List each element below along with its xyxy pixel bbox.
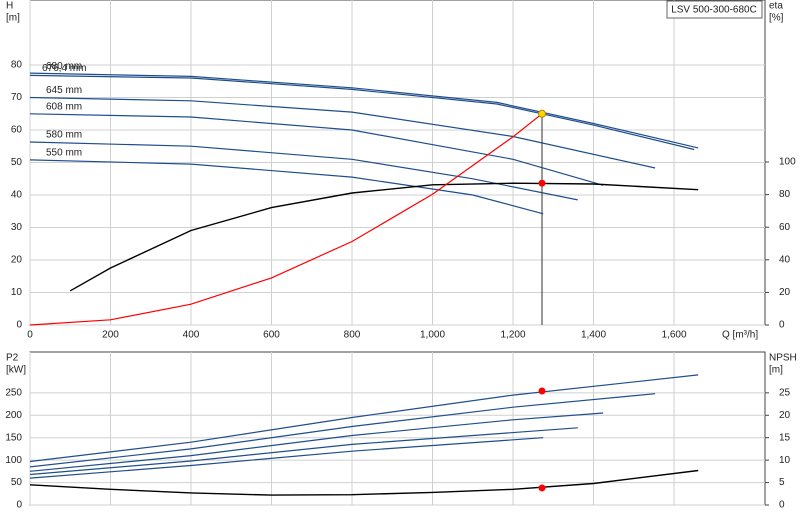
x-tick-label: 200 (102, 330, 119, 341)
chart-title: LSV 500-300-680C (671, 5, 757, 16)
curve-label: 580 mm (46, 130, 82, 141)
x-tick-label: 600 (263, 330, 280, 341)
curve-label: 550 mm (46, 148, 82, 159)
y-axis-label: P2 (6, 353, 19, 364)
curve (29, 412, 604, 472)
y2-tick-label: 5 (779, 477, 785, 488)
curve-label: 645 mm (46, 85, 82, 96)
y2-axis-label: [%] (769, 13, 784, 24)
y2-axis-label: eta (769, 1, 783, 12)
x-tick-label: 800 (344, 330, 361, 341)
curve (29, 113, 604, 186)
y-tick-label: 150 (5, 432, 22, 443)
y2-tick-label: 40 (779, 254, 791, 265)
title-box (666, 0, 763, 19)
y-axis-label: [kW] (6, 365, 26, 376)
curve-label: 608 mm (46, 101, 82, 112)
duty-point (538, 179, 546, 187)
duty-point (538, 484, 546, 492)
y2-tick-label: 10 (779, 455, 791, 466)
curve (29, 74, 695, 151)
y-tick-label: 0 (16, 320, 22, 331)
y-tick-label: 100 (5, 455, 22, 466)
y2-tick-label: 25 (779, 387, 791, 398)
y-axis-label: [m] (6, 13, 20, 24)
y2-axis-label: NPSH (769, 353, 797, 364)
curve-label: 680 mm (46, 61, 82, 72)
y2-tick-label: 100 (779, 157, 796, 168)
y-tick-label: 50 (11, 477, 23, 488)
y2-tick-label: 60 (779, 222, 791, 233)
y2-tick-label: 0 (779, 320, 785, 331)
y-tick-label: 200 (5, 410, 22, 421)
duty-point (538, 387, 546, 395)
y-tick-label: 10 (11, 287, 23, 298)
curve (29, 141, 578, 201)
y-tick-label: 250 (5, 387, 22, 398)
curve-label: 676,4 mm (42, 63, 86, 74)
plot-frame (29, 351, 766, 506)
y2-tick-label: 80 (779, 189, 791, 200)
x-tick-label: 1,600 (662, 330, 687, 341)
y2-tick-label: 20 (779, 410, 791, 421)
curve (29, 437, 544, 479)
x-tick-label: 1,200 (501, 330, 526, 341)
curve (29, 159, 544, 215)
x-tick-label: 400 (183, 330, 200, 341)
x-tick-label: 1,400 (581, 330, 606, 341)
curve (29, 113, 543, 326)
y-tick-label: 40 (11, 190, 23, 201)
x-tick-label: 1,000 (420, 330, 445, 341)
y-tick-label: 60 (11, 125, 23, 136)
y-tick-label: 0 (16, 500, 22, 511)
curve (29, 393, 656, 468)
duty-point (538, 109, 547, 118)
curve (29, 374, 699, 463)
curve (29, 96, 656, 169)
y-tick-label: 20 (11, 255, 23, 266)
y2-tick-label: 15 (779, 432, 791, 443)
x-axis-label: Q [m³/h] (722, 330, 758, 341)
curve (29, 427, 578, 476)
curve (29, 469, 699, 496)
y-tick-label: 80 (11, 60, 23, 71)
curve (29, 72, 699, 149)
x-tick-label: 0 (27, 330, 33, 341)
curve (69, 182, 699, 292)
y-axis-label: H (6, 1, 13, 12)
y2-axis-label: [m] (769, 365, 783, 376)
y-tick-label: 70 (11, 92, 23, 103)
y2-tick-label: 0 (779, 500, 785, 511)
y-tick-label: 30 (11, 222, 23, 233)
y2-tick-label: 20 (779, 287, 791, 298)
y-tick-label: 50 (11, 157, 23, 168)
